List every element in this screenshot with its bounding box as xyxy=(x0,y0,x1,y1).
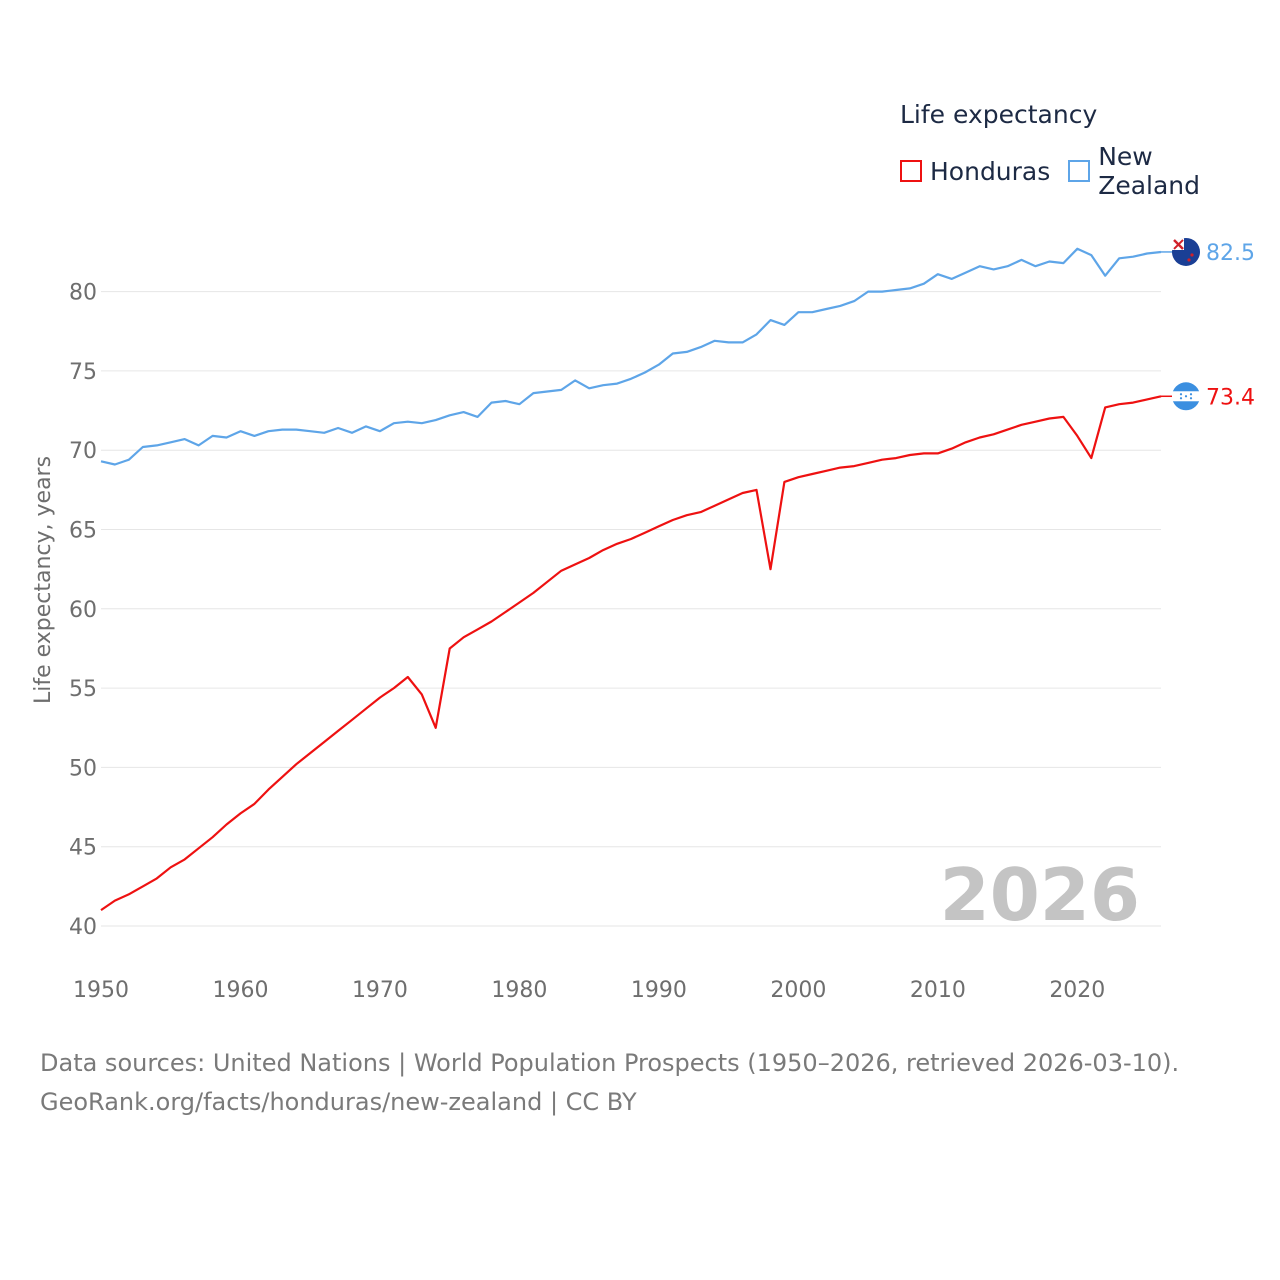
honduras-flag-icon xyxy=(1172,382,1200,411)
y-tick-label-60: 60 xyxy=(69,598,97,623)
y-tick-label-45: 45 xyxy=(69,836,97,861)
x-tick-label-2020: 2020 xyxy=(1049,978,1105,1003)
series-line-new-zealand[interactable] xyxy=(100,247,1162,466)
y-axis-title: Life expectancy, years xyxy=(31,456,56,704)
legend-label-new-zealand: New Zealand xyxy=(1098,142,1201,200)
line-chart: 40 45 50 55 60 65 70 75 80 1950 1960 1970 1980 1990 2… xyxy=(31,237,1255,1003)
y-tick-label-40: 40 xyxy=(69,915,97,940)
legend-title: Life expectancy xyxy=(900,100,1098,129)
x-tick-label-1950: 1950 xyxy=(73,978,129,1003)
legend-label-honduras: Honduras xyxy=(930,156,1051,186)
x-tick-label-1990: 1990 xyxy=(631,978,687,1003)
end-markers: 73.4 82.5 xyxy=(1161,237,1255,411)
y-tick-label-65: 65 xyxy=(69,519,97,544)
x-tick-label-2000: 2000 xyxy=(770,978,826,1003)
x-axis-ticks: 1950 1960 1970 1980 1990 2000 2010 2020 xyxy=(73,978,1105,1003)
grid-lines xyxy=(101,291,1161,927)
series-lines xyxy=(100,247,1162,912)
end-value-new-zealand: 82.5 xyxy=(1206,241,1255,266)
x-tick-label-2010: 2010 xyxy=(910,978,966,1003)
end-value-honduras: 73.4 xyxy=(1206,385,1255,410)
y-axis-ticks: 40 45 50 55 60 65 70 75 80 xyxy=(69,281,97,940)
current-year-label: 2026 xyxy=(940,853,1140,937)
source-line-2[interactable]: GeoRank.org/facts/honduras/new-zealand |… xyxy=(40,1088,637,1116)
legend-swatch-new-zealand xyxy=(1068,160,1091,182)
y-tick-label-70: 70 xyxy=(69,439,97,464)
y-tick-label-75: 75 xyxy=(69,360,97,385)
new-zealand-flag-icon xyxy=(1172,237,1200,266)
y-tick-label-50: 50 xyxy=(69,756,97,781)
source-credits: Data sources: United Nations | World Pop… xyxy=(40,1044,1179,1122)
legend: Honduras New Zealand xyxy=(900,142,1280,200)
legend-swatch-honduras xyxy=(900,160,922,182)
legend-item-honduras[interactable]: Honduras xyxy=(900,157,1050,186)
source-line-1[interactable]: Data sources: United Nations | World Pop… xyxy=(40,1049,1180,1077)
y-tick-label-55: 55 xyxy=(69,677,97,702)
x-tick-label-1960: 1960 xyxy=(212,978,268,1003)
series-line-honduras[interactable] xyxy=(100,395,1162,912)
x-tick-label-1980: 1980 xyxy=(491,978,547,1003)
y-tick-label-80: 80 xyxy=(69,281,97,306)
legend-item-new-zealand[interactable]: New Zealand xyxy=(1068,142,1262,200)
x-tick-label-1970: 1970 xyxy=(352,978,408,1003)
